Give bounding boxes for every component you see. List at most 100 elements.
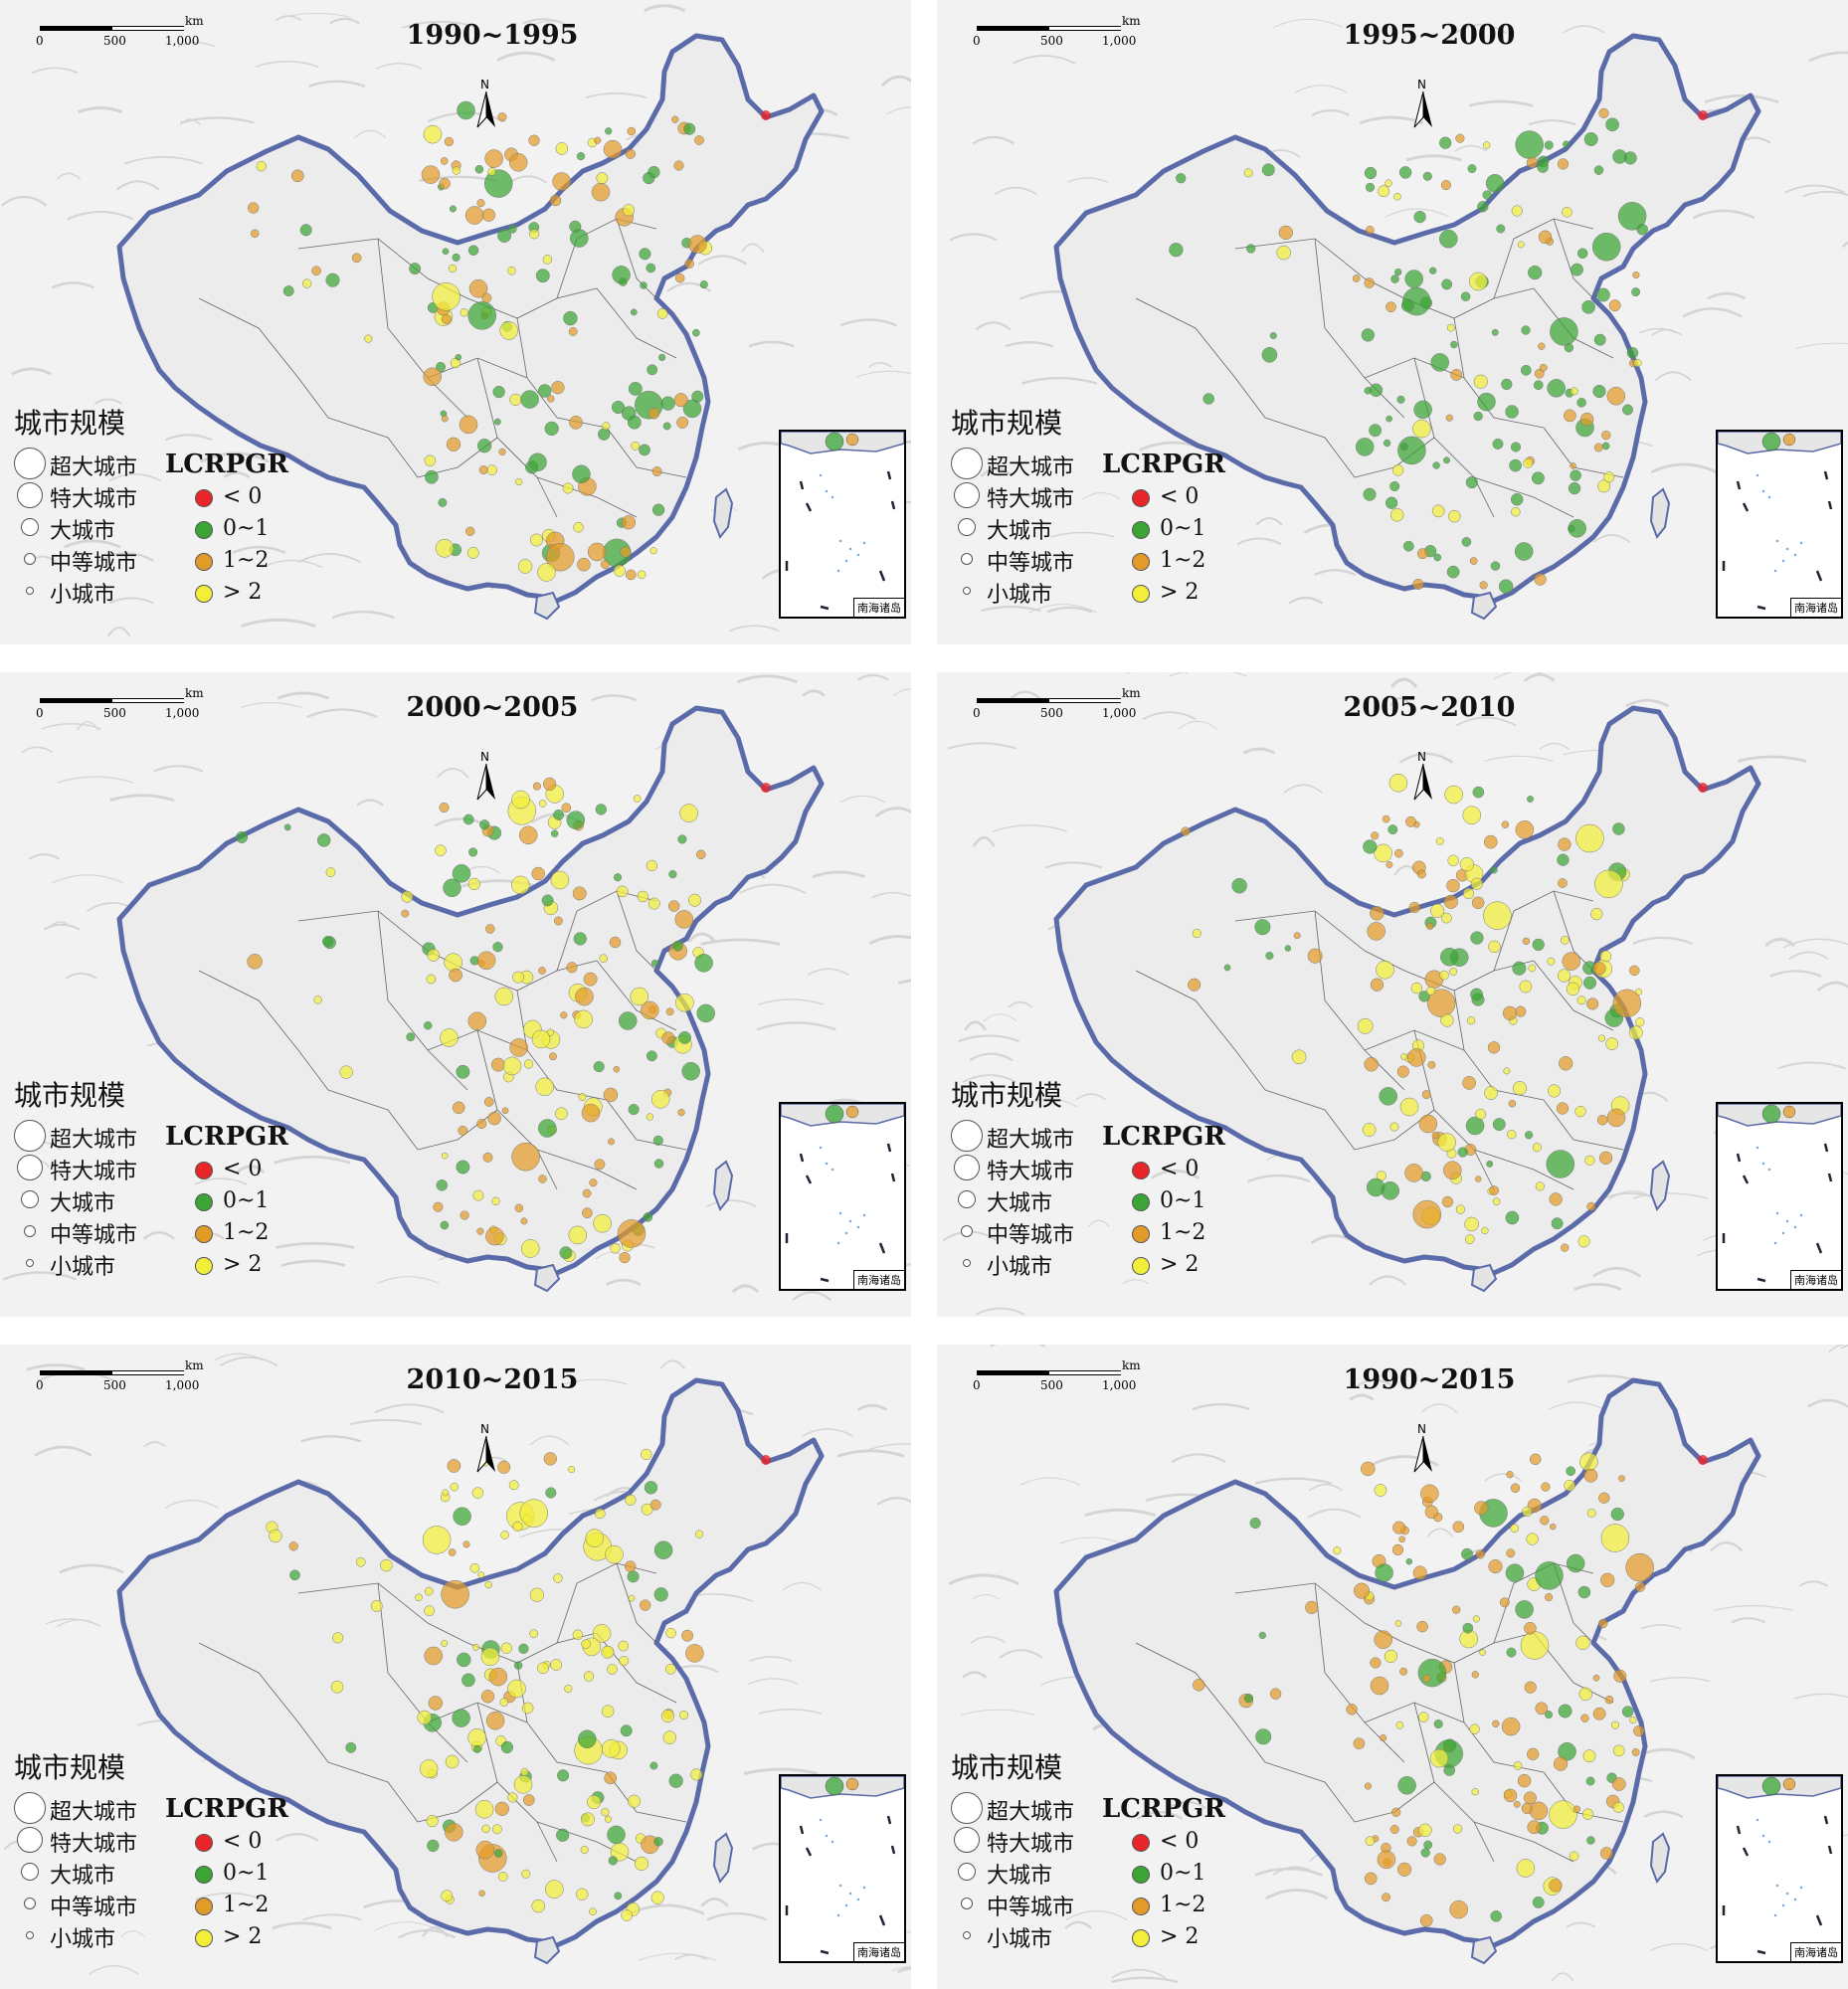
- legend-rate-item: 0~1: [1102, 515, 1241, 547]
- north-label: N: [1417, 750, 1426, 764]
- scale-tick-500: 500: [103, 706, 126, 720]
- legend-size-item: 大城市: [951, 1856, 1110, 1889]
- size-circle-icon: [954, 482, 980, 508]
- legend-size-item: 中等城市: [951, 543, 1110, 576]
- rate-dot-icon: [195, 1257, 213, 1275]
- legend-rate-label: 0~1: [223, 1861, 270, 1886]
- legend-size-label: 大城市: [987, 519, 1053, 544]
- legend-size-label: 超大城市: [987, 1128, 1075, 1153]
- scale-unit: km: [185, 14, 204, 28]
- size-circle-icon: [26, 1931, 34, 1939]
- legend-size-item: 大城市: [14, 1183, 173, 1216]
- north-arrow-icon: N: [471, 1422, 501, 1478]
- legend-size-item: 超大城市: [14, 1792, 173, 1825]
- size-circle-icon: [14, 448, 46, 479]
- size-circle-icon: [21, 1863, 39, 1881]
- legend-size-label: 特大城市: [987, 1832, 1075, 1857]
- inset-label: 南海诸岛: [1790, 1942, 1841, 1961]
- legend-size-label: 中等城市: [987, 551, 1075, 576]
- map-panel-4: 2005~2010 0 500 1,000 km N 城市规模 超大城市 特大城市…: [937, 672, 1848, 1317]
- rate-dot-icon: [1132, 489, 1150, 507]
- china-map: [2, 673, 911, 1302]
- legend-size-label: 超大城市: [987, 455, 1075, 480]
- legend-size-item: 小城市: [14, 575, 173, 608]
- legend-size-label: 小城市: [50, 583, 116, 608]
- legend-rate-label: 1~2: [223, 548, 270, 573]
- south-china-sea-inset: 南海诸岛: [779, 430, 906, 619]
- legend-size-item: 超大城市: [951, 448, 1110, 480]
- legend-size-item: 超大城市: [951, 1792, 1110, 1825]
- legend-size-label: 大城市: [987, 1191, 1053, 1216]
- legend-size-item: 特大城市: [14, 1152, 173, 1184]
- rate-dot-icon: [195, 553, 213, 571]
- legend-size-title: 城市规模: [14, 1079, 126, 1112]
- legend-size-item: 中等城市: [951, 1888, 1110, 1920]
- rate-dot-icon: [195, 1866, 213, 1884]
- legend-size-item: 特大城市: [951, 1152, 1110, 1184]
- legend-size-label: 小城市: [987, 1927, 1053, 1952]
- legend-size-title: 城市规模: [951, 1079, 1063, 1112]
- legend-rate-item: 0~1: [165, 515, 304, 547]
- panel-title: 1990~2015: [1343, 1364, 1516, 1395]
- legend-size-label: 大城市: [50, 519, 116, 544]
- legend-rate-label: < 0: [223, 484, 263, 509]
- scale-bar: 0 500 1,000 km: [36, 14, 235, 54]
- rate-dot-icon: [195, 489, 213, 507]
- legend-rate-item: 1~2: [165, 547, 304, 579]
- south-china-sea-inset: 南海诸岛: [779, 1774, 906, 1963]
- legend-rate-title: LCRPGR: [165, 1122, 288, 1152]
- legend-rate-item: > 2: [165, 1251, 304, 1283]
- legend-rate-label: 1~2: [1160, 1893, 1206, 1917]
- size-circle-icon: [954, 1155, 980, 1180]
- legend-size-label: 小城市: [50, 1255, 116, 1280]
- legend-rate-label: 0~1: [1160, 516, 1206, 541]
- scale-bar: 0 500 1,000 km: [36, 1358, 235, 1398]
- north-arrow-icon: N: [1408, 78, 1438, 133]
- scale-tick-0: 0: [973, 34, 981, 48]
- legend-size-item: 小城市: [951, 575, 1110, 608]
- legend-rate-item: > 2: [1102, 579, 1241, 611]
- size-circle-icon: [963, 1259, 971, 1267]
- legend-rate-label: 0~1: [223, 516, 270, 541]
- legend-rate-item: > 2: [1102, 1251, 1241, 1283]
- scale-tick-1000: 1,000: [1102, 1378, 1137, 1392]
- legend-rate-item: 1~2: [165, 1219, 304, 1251]
- legend-rate-label: 1~2: [1160, 1220, 1206, 1245]
- legend-size-title: 城市规模: [14, 1751, 126, 1784]
- scale-tick-0: 0: [973, 706, 981, 720]
- scale-tick-1000: 1,000: [1102, 34, 1137, 48]
- scale-tick-0: 0: [36, 706, 44, 720]
- china-map: [0, 4, 911, 637]
- scale-tick-1000: 1,000: [165, 1378, 200, 1392]
- legend-rate-item: < 0: [1102, 1156, 1241, 1187]
- legend-rate-label: < 0: [1160, 484, 1200, 509]
- size-circle-icon: [961, 553, 973, 565]
- legend-size-item: 特大城市: [951, 1824, 1110, 1857]
- rate-dot-icon: [1132, 1162, 1150, 1179]
- legend-rate-label: 0~1: [223, 1188, 270, 1213]
- panel-title: 2005~2010: [1343, 692, 1516, 723]
- legend-rate-label: 1~2: [223, 1220, 270, 1245]
- legend-size-item: 超大城市: [14, 1120, 173, 1153]
- legend-rate-item: > 2: [165, 1923, 304, 1955]
- legend-rate-item: < 0: [165, 1828, 304, 1860]
- legend-size-item: 中等城市: [951, 1215, 1110, 1248]
- legend-size-label: 超大城市: [50, 1800, 138, 1825]
- legend-size-title: 城市规模: [14, 407, 126, 440]
- north-label: N: [480, 78, 489, 91]
- scale-unit: km: [185, 686, 204, 700]
- legend-size-item: 超大城市: [951, 1120, 1110, 1153]
- size-circle-icon: [17, 482, 43, 508]
- legend-size-item: 大城市: [951, 511, 1110, 544]
- legend-size-label: 特大城市: [50, 1832, 138, 1857]
- north-label: N: [480, 750, 489, 764]
- legend-rate-item: 0~1: [1102, 1187, 1241, 1219]
- rate-dot-icon: [195, 1929, 213, 1947]
- legend-size-item: 特大城市: [951, 479, 1110, 512]
- legend-size-label: 特大城市: [50, 1160, 138, 1184]
- scale-unit: km: [185, 1358, 204, 1372]
- size-circle-icon: [14, 1120, 46, 1152]
- rate-dot-icon: [1132, 1929, 1150, 1947]
- size-circle-icon: [961, 1225, 973, 1237]
